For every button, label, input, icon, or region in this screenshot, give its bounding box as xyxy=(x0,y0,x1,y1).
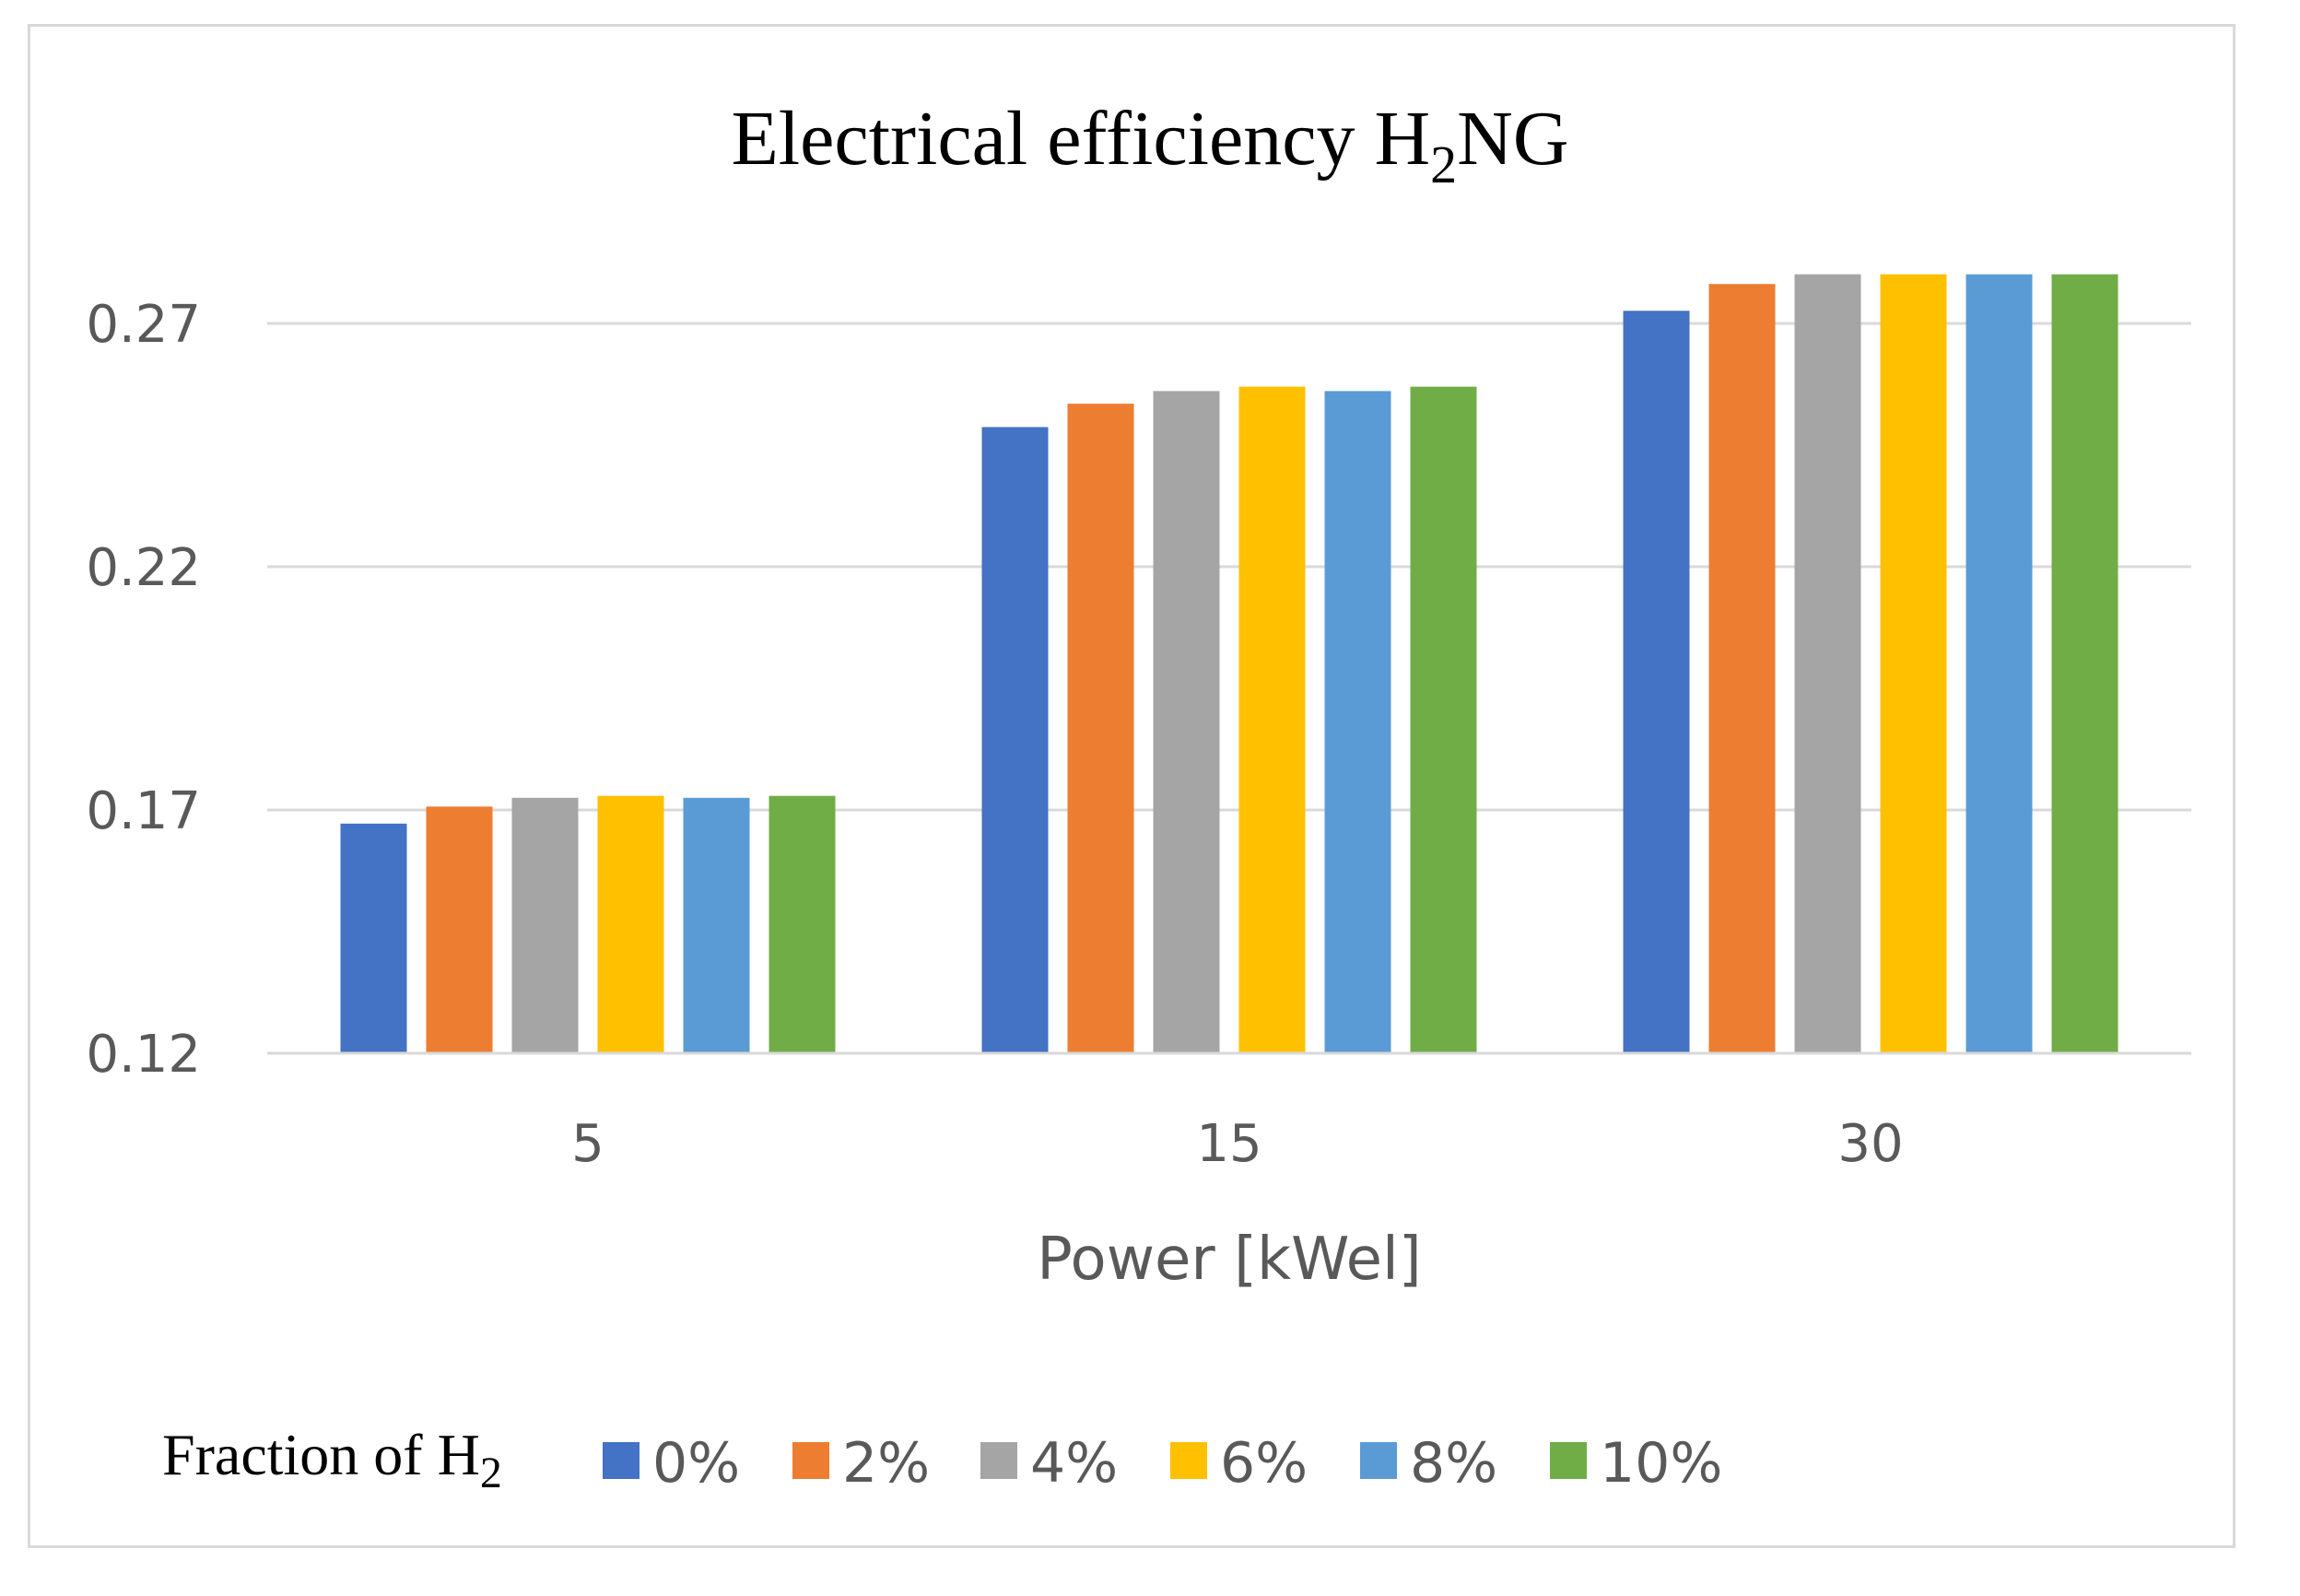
chart-title-suffix: NG xyxy=(1457,96,1568,182)
bar-15-4pct xyxy=(1153,391,1220,1054)
y-tick-label-2: 0.22 xyxy=(86,538,201,598)
legend-label-2pct: 2% xyxy=(842,1431,930,1496)
y-tick-label-1: 0.17 xyxy=(86,781,201,841)
bar-30-8pct xyxy=(1966,274,2033,1053)
chart-title-main: Electrical efficiency H xyxy=(732,96,1431,182)
bar-5-0pct xyxy=(340,823,407,1053)
legend-swatch-8pct xyxy=(1360,1442,1397,1479)
legend-swatch-2pct xyxy=(792,1442,829,1479)
bar-5-6pct xyxy=(597,795,664,1053)
legend-swatch-4pct xyxy=(980,1442,1017,1479)
legend-label-6pct: 6% xyxy=(1220,1431,1308,1496)
legend-title-main: Fraction of H xyxy=(162,1422,480,1487)
legend-swatch-6pct xyxy=(1170,1442,1207,1479)
bar-15-10pct xyxy=(1410,386,1477,1053)
chart-title: Electrical efficiency H2NG xyxy=(732,96,1569,194)
y-axis-ticks: 0.12 0.17 0.22 0.27 xyxy=(86,295,201,1085)
bar-30-2pct xyxy=(1708,284,1776,1053)
legend-label-0pct: 0% xyxy=(652,1431,740,1496)
y-tick-label-0: 0.12 xyxy=(86,1025,201,1085)
x-tick-label-15: 15 xyxy=(1196,1114,1261,1174)
bar-30-6pct xyxy=(1880,274,1947,1053)
legend: 0% 2% 4% 6% 8% 10% xyxy=(603,1431,1722,1496)
x-tick-label-30: 30 xyxy=(1837,1114,1903,1174)
legend-label-8pct: 8% xyxy=(1410,1431,1497,1496)
legend-swatch-0pct xyxy=(603,1442,640,1479)
bar-30-4pct xyxy=(1794,274,1861,1053)
bar-5-8pct xyxy=(683,797,750,1053)
bar-30-10pct xyxy=(2051,274,2118,1053)
legend-label-4pct: 4% xyxy=(1030,1431,1118,1496)
bar-5-10pct xyxy=(769,795,836,1053)
bar-5-2pct xyxy=(426,806,493,1053)
legend-label-10pct: 10% xyxy=(1600,1431,1722,1496)
bar-5-4pct xyxy=(511,797,579,1053)
legend-title-subscript: 2 xyxy=(480,1449,502,1497)
x-tick-label-5: 5 xyxy=(571,1114,604,1174)
bar-15-6pct xyxy=(1238,386,1306,1053)
bar-15-2pct xyxy=(1067,404,1134,1053)
bar-15-0pct xyxy=(981,427,1049,1053)
bar-15-8pct xyxy=(1324,391,1391,1054)
legend-title: Fraction of H2 xyxy=(162,1422,502,1497)
x-axis-ticks: 5 15 30 xyxy=(571,1114,1903,1174)
bar-30-0pct xyxy=(1623,311,1690,1054)
legend-swatch-10pct xyxy=(1550,1442,1587,1479)
y-tick-label-3: 0.27 xyxy=(86,295,201,355)
x-axis-label: Power [kWel] xyxy=(1037,1226,1422,1294)
bars xyxy=(267,274,2191,1055)
chart-title-subscript: 2 xyxy=(1430,135,1457,194)
